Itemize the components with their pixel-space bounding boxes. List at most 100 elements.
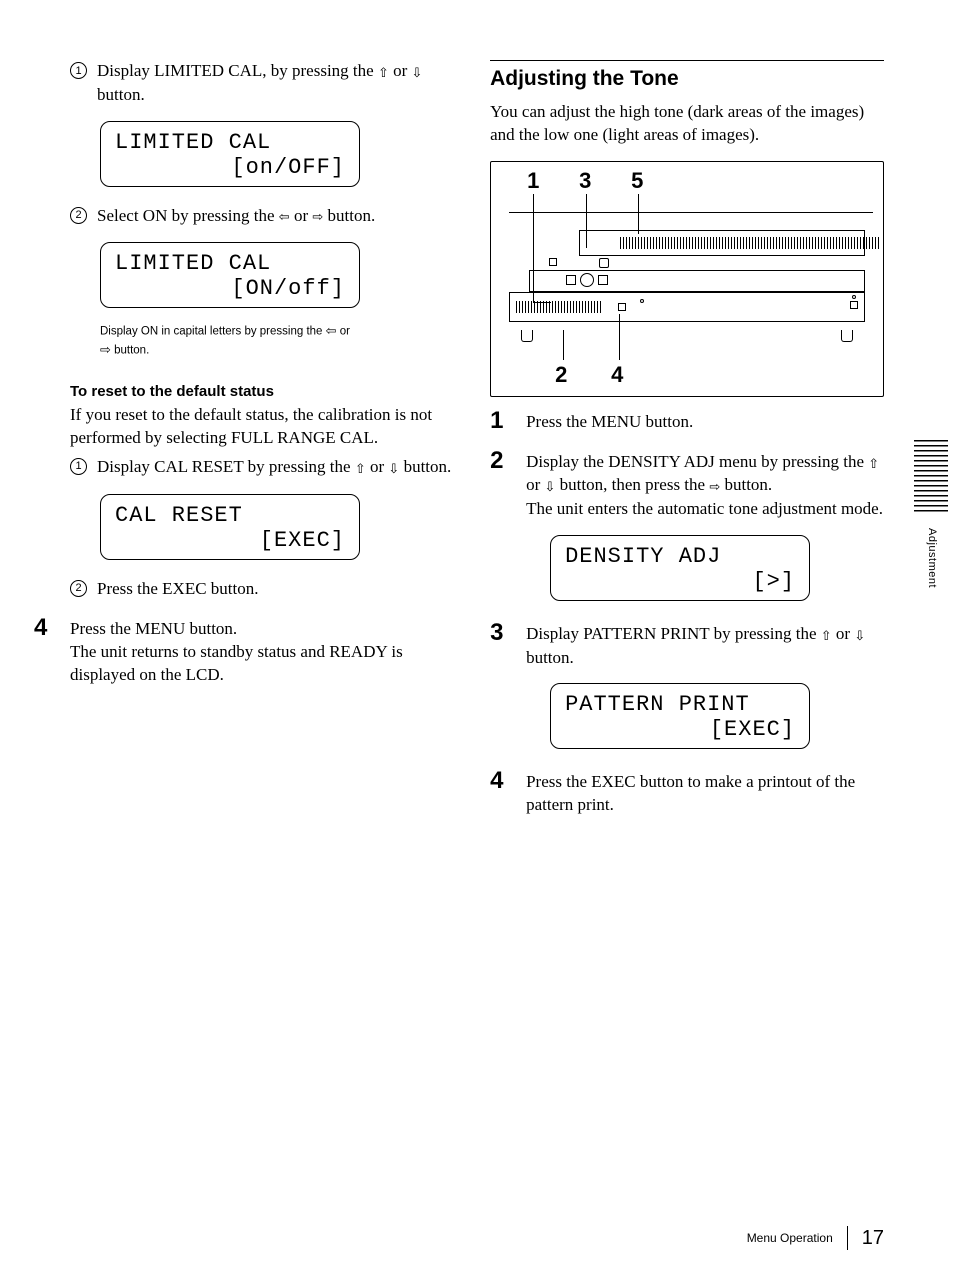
lcd-line2: [EXEC] bbox=[115, 528, 345, 553]
callout-2: 2 bbox=[555, 362, 567, 388]
text: Display the DENSITY ADJ menu by pressing… bbox=[526, 452, 868, 471]
arrow-down-icon bbox=[412, 61, 423, 84]
arrow-right-icon bbox=[312, 205, 323, 228]
callout-3: 3 bbox=[579, 168, 591, 194]
circled-one-icon: 1 bbox=[70, 458, 87, 475]
reset-substep-2-text: Press the EXEC button. bbox=[97, 578, 454, 601]
text: The unit returns to standby status and R… bbox=[70, 642, 403, 684]
lcd-cal-reset: CAL RESET [EXEC] bbox=[100, 494, 360, 560]
right-column: Adjusting the Tone You can adjust the hi… bbox=[490, 60, 884, 823]
lcd-line2: [on/OFF] bbox=[115, 155, 345, 180]
knob-icon bbox=[566, 275, 576, 285]
section-intro: You can adjust the high tone (dark areas… bbox=[490, 101, 884, 147]
hatch-icon bbox=[620, 237, 880, 249]
knob-icon bbox=[599, 258, 609, 268]
circled-one-icon: 1 bbox=[70, 62, 87, 79]
arrow-up-icon bbox=[821, 624, 832, 647]
leader-line bbox=[619, 314, 620, 360]
text: The unit enters the automatic tone adjus… bbox=[526, 499, 883, 518]
footer-divider bbox=[847, 1226, 848, 1250]
knob-icon bbox=[549, 258, 557, 266]
circled-two-icon: 2 bbox=[70, 207, 87, 224]
text: Press the MENU button. bbox=[70, 619, 237, 638]
reset-substep-2: 2 Press the EXEC button. bbox=[70, 578, 454, 601]
reset-intro: If you reset to the default status, the … bbox=[70, 404, 454, 450]
lcd-line2: [EXEC] bbox=[565, 717, 795, 742]
right-step-1: 1 Press the MENU button. bbox=[490, 411, 884, 435]
text: button. bbox=[399, 457, 451, 476]
left-substep-1-text: Display LIMITED CAL, by pressing the or … bbox=[97, 60, 454, 107]
arrow-right-icon bbox=[100, 341, 111, 360]
left-step-4: 4 Press the MENU button. The unit return… bbox=[34, 618, 454, 687]
right-step-4-text: Press the EXEC button to make a printout… bbox=[526, 771, 884, 817]
circled-two-icon: 2 bbox=[70, 580, 87, 597]
step-number-4: 4 bbox=[34, 614, 64, 642]
device-top-section bbox=[579, 230, 865, 256]
dial-icon bbox=[580, 273, 594, 287]
arrow-up-icon bbox=[355, 457, 366, 480]
step-number-3: 3 bbox=[490, 619, 520, 647]
arrow-right-icon bbox=[709, 475, 720, 498]
left-substep-2-text: Select ON by pressing the or button. bbox=[97, 205, 454, 229]
dot-icon bbox=[640, 299, 644, 303]
text: button. bbox=[526, 648, 574, 667]
thumb-index-icon bbox=[914, 440, 948, 514]
arrow-down-icon bbox=[388, 457, 399, 480]
step-number-2: 2 bbox=[490, 447, 520, 475]
text: button. bbox=[97, 85, 145, 104]
text: button. bbox=[111, 344, 149, 356]
lcd-line1: LIMITED CAL bbox=[115, 130, 345, 155]
arrow-left-icon bbox=[326, 322, 337, 341]
arrow-down-icon bbox=[854, 624, 865, 647]
lcd-line1: LIMITED CAL bbox=[115, 251, 345, 276]
section-rule bbox=[490, 60, 884, 61]
lcd-limited-cal-on: LIMITED CAL [ON/off] bbox=[100, 242, 360, 308]
text: Display PATTERN PRINT by pressing the bbox=[526, 624, 821, 643]
left-step-4-text: Press the MENU button. The unit returns … bbox=[70, 618, 454, 687]
right-step-4: 4 Press the EXEC button to make a printo… bbox=[490, 771, 884, 817]
leader-line bbox=[638, 194, 639, 234]
foot-icon bbox=[521, 330, 533, 342]
callout-5: 5 bbox=[631, 168, 643, 194]
hatch-icon bbox=[516, 301, 602, 313]
dot-icon bbox=[852, 295, 856, 299]
lcd-line2: [>] bbox=[565, 569, 795, 594]
knob-icon bbox=[618, 303, 626, 311]
footer-section: Menu Operation bbox=[747, 1231, 833, 1245]
page-footer: Menu Operation 17 bbox=[747, 1226, 884, 1250]
lcd-limited-cal-off: LIMITED CAL [on/OFF] bbox=[100, 121, 360, 187]
section-title: Adjusting the Tone bbox=[490, 67, 884, 91]
text: button, then press the bbox=[555, 475, 709, 494]
text: button. bbox=[720, 475, 772, 494]
text: Select ON by pressing the bbox=[97, 206, 279, 225]
right-step-2-text: Display the DENSITY ADJ menu by pressing… bbox=[526, 451, 884, 521]
arrow-up-icon bbox=[378, 61, 389, 84]
reset-substep-1-text: Display CAL RESET by pressing the or but… bbox=[97, 456, 454, 480]
lcd-note: Display ON in capital letters by pressin… bbox=[100, 322, 360, 359]
lcd-line2: [ON/off] bbox=[115, 276, 345, 301]
arrow-left-icon bbox=[279, 205, 290, 228]
device-body bbox=[509, 230, 865, 330]
side-tab-label: Adjustment bbox=[926, 528, 938, 588]
reset-substep-1: 1 Display CAL RESET by pressing the or b… bbox=[70, 456, 454, 480]
leader-line bbox=[563, 330, 564, 360]
step-number-4: 4 bbox=[490, 767, 520, 795]
lcd-line1: CAL RESET bbox=[115, 503, 345, 528]
callout-4: 4 bbox=[611, 362, 623, 388]
left-substep-2: 2 Select ON by pressing the or button. bbox=[70, 205, 454, 229]
device-figure: 1 3 5 bbox=[490, 161, 884, 397]
lcd-line1: DENSITY ADJ bbox=[565, 544, 795, 569]
lcd-line1: PATTERN PRINT bbox=[565, 692, 795, 717]
arrow-down-icon bbox=[545, 475, 556, 498]
knob-icon bbox=[850, 301, 858, 309]
right-step-2: 2 Display the DENSITY ADJ menu by pressi… bbox=[490, 451, 884, 521]
device-mid-section bbox=[529, 270, 865, 292]
left-substep-1: 1 Display LIMITED CAL, by pressing the o… bbox=[70, 60, 454, 107]
leader-line bbox=[509, 212, 873, 213]
text: Display LIMITED CAL, by pressing the bbox=[97, 61, 378, 80]
device-low-section bbox=[509, 292, 865, 322]
arrow-up-icon bbox=[868, 452, 879, 475]
right-step-3: 3 Display PATTERN PRINT by pressing the … bbox=[490, 623, 884, 670]
side-tab: Adjustment bbox=[900, 440, 954, 680]
text: Display ON in capital letters by pressin… bbox=[100, 325, 326, 337]
